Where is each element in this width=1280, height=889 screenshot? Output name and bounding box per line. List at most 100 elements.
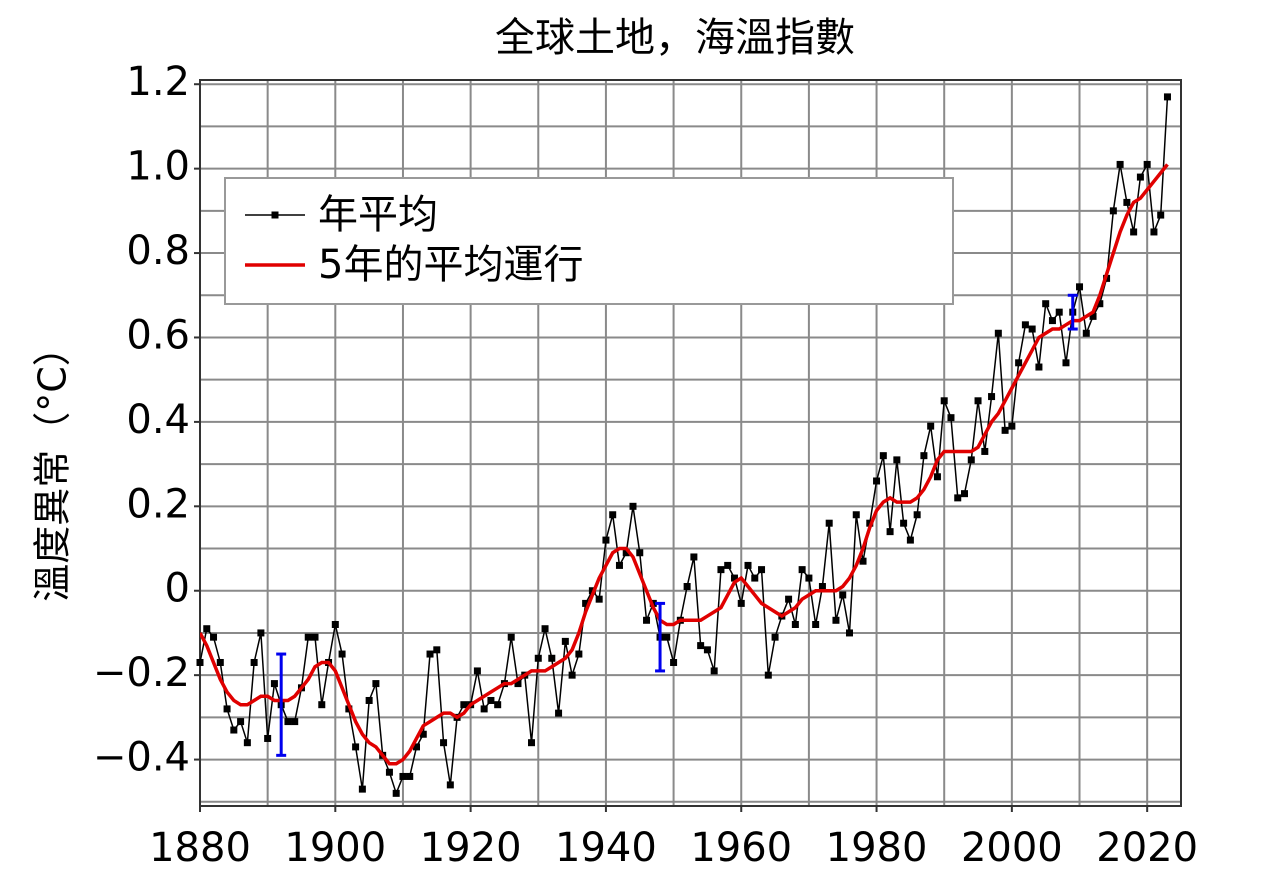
data-point xyxy=(365,696,373,704)
data-point xyxy=(223,705,231,713)
data-point xyxy=(609,511,617,519)
data-point xyxy=(751,574,759,582)
data-point xyxy=(629,502,637,510)
data-point xyxy=(879,452,887,460)
legend-label: 年平均 xyxy=(318,192,438,238)
data-point xyxy=(352,743,360,751)
data-point xyxy=(636,549,644,557)
data-point xyxy=(440,739,448,747)
data-point xyxy=(507,633,515,641)
data-point xyxy=(555,709,563,717)
data-point xyxy=(480,705,488,713)
data-point xyxy=(602,536,610,544)
x-tick-label: 2000 xyxy=(961,825,1063,871)
data-point xyxy=(1157,211,1165,219)
data-point xyxy=(1008,422,1016,430)
data-point xyxy=(473,667,481,675)
data-point xyxy=(291,718,299,726)
data-point xyxy=(548,654,556,662)
data-point xyxy=(1021,321,1029,329)
data-point xyxy=(622,549,630,557)
error-bar xyxy=(655,601,666,673)
data-point xyxy=(893,456,901,464)
data-point xyxy=(1136,173,1144,181)
data-point xyxy=(243,739,251,747)
data-point xyxy=(568,671,576,679)
data-point xyxy=(595,595,603,603)
data-point xyxy=(216,658,224,666)
data-point xyxy=(703,646,711,654)
data-point xyxy=(1062,359,1070,367)
chart-title: 全球土地，海溫指數 xyxy=(495,15,855,61)
data-point xyxy=(852,511,860,519)
data-point xyxy=(460,701,468,709)
data-point xyxy=(561,637,569,645)
data-point xyxy=(257,629,265,637)
data-point xyxy=(1015,359,1023,367)
data-point xyxy=(264,734,272,742)
data-point xyxy=(1089,312,1097,320)
data-point xyxy=(798,566,806,574)
data-point xyxy=(764,671,772,679)
data-point xyxy=(859,557,867,565)
data-point xyxy=(744,561,752,569)
data-point xyxy=(974,397,982,405)
data-point xyxy=(575,650,583,658)
data-point xyxy=(406,772,414,780)
data-point xyxy=(839,591,847,599)
data-point xyxy=(1042,300,1050,308)
data-point xyxy=(663,633,671,641)
data-point xyxy=(737,599,745,607)
data-point xyxy=(900,519,908,527)
data-point xyxy=(494,701,502,709)
x-tick-label: 1920 xyxy=(420,825,522,871)
series-line xyxy=(200,163,1169,766)
data-point xyxy=(1123,198,1131,206)
error-bar xyxy=(1067,293,1078,331)
x-tick-label: 1880 xyxy=(149,825,251,871)
data-point xyxy=(203,625,211,633)
data-point xyxy=(284,718,292,726)
data-point xyxy=(933,473,941,481)
data-point xyxy=(886,528,894,536)
data-point xyxy=(534,654,542,662)
data-point xyxy=(514,680,522,688)
data-point xyxy=(710,667,718,675)
data-point xyxy=(1048,317,1056,325)
data-point xyxy=(927,422,935,430)
data-point xyxy=(791,621,799,628)
y-tick-label: 1.0 xyxy=(126,144,190,190)
data-point xyxy=(994,329,1002,337)
data-point xyxy=(318,701,326,709)
data-point xyxy=(805,574,813,582)
plot-frame xyxy=(199,79,1182,807)
data-point xyxy=(433,646,441,654)
data-point xyxy=(818,583,826,591)
y-tick-label: 0.2 xyxy=(126,481,190,527)
data-point xyxy=(1001,426,1009,434)
data-point xyxy=(338,650,346,658)
data-point xyxy=(582,599,590,607)
data-point xyxy=(697,642,705,650)
data-point xyxy=(331,621,339,628)
data-point xyxy=(845,629,853,637)
data-point xyxy=(1076,283,1084,291)
y-tick-label: 0.4 xyxy=(126,397,190,443)
data-point xyxy=(304,633,312,641)
x-tick-label: 2020 xyxy=(1096,825,1198,871)
data-point xyxy=(196,658,204,666)
data-point xyxy=(961,490,969,498)
data-point xyxy=(1096,300,1104,308)
data-point xyxy=(920,452,928,460)
data-point xyxy=(426,650,434,658)
data-point xyxy=(940,397,948,405)
y-tick-label: 0 xyxy=(165,566,190,612)
data-point xyxy=(1116,160,1124,168)
data-point xyxy=(690,553,698,561)
data-point xyxy=(683,583,691,591)
data-point xyxy=(758,566,766,574)
data-point xyxy=(1055,308,1063,316)
data-point xyxy=(237,718,245,726)
data-point xyxy=(906,536,914,544)
